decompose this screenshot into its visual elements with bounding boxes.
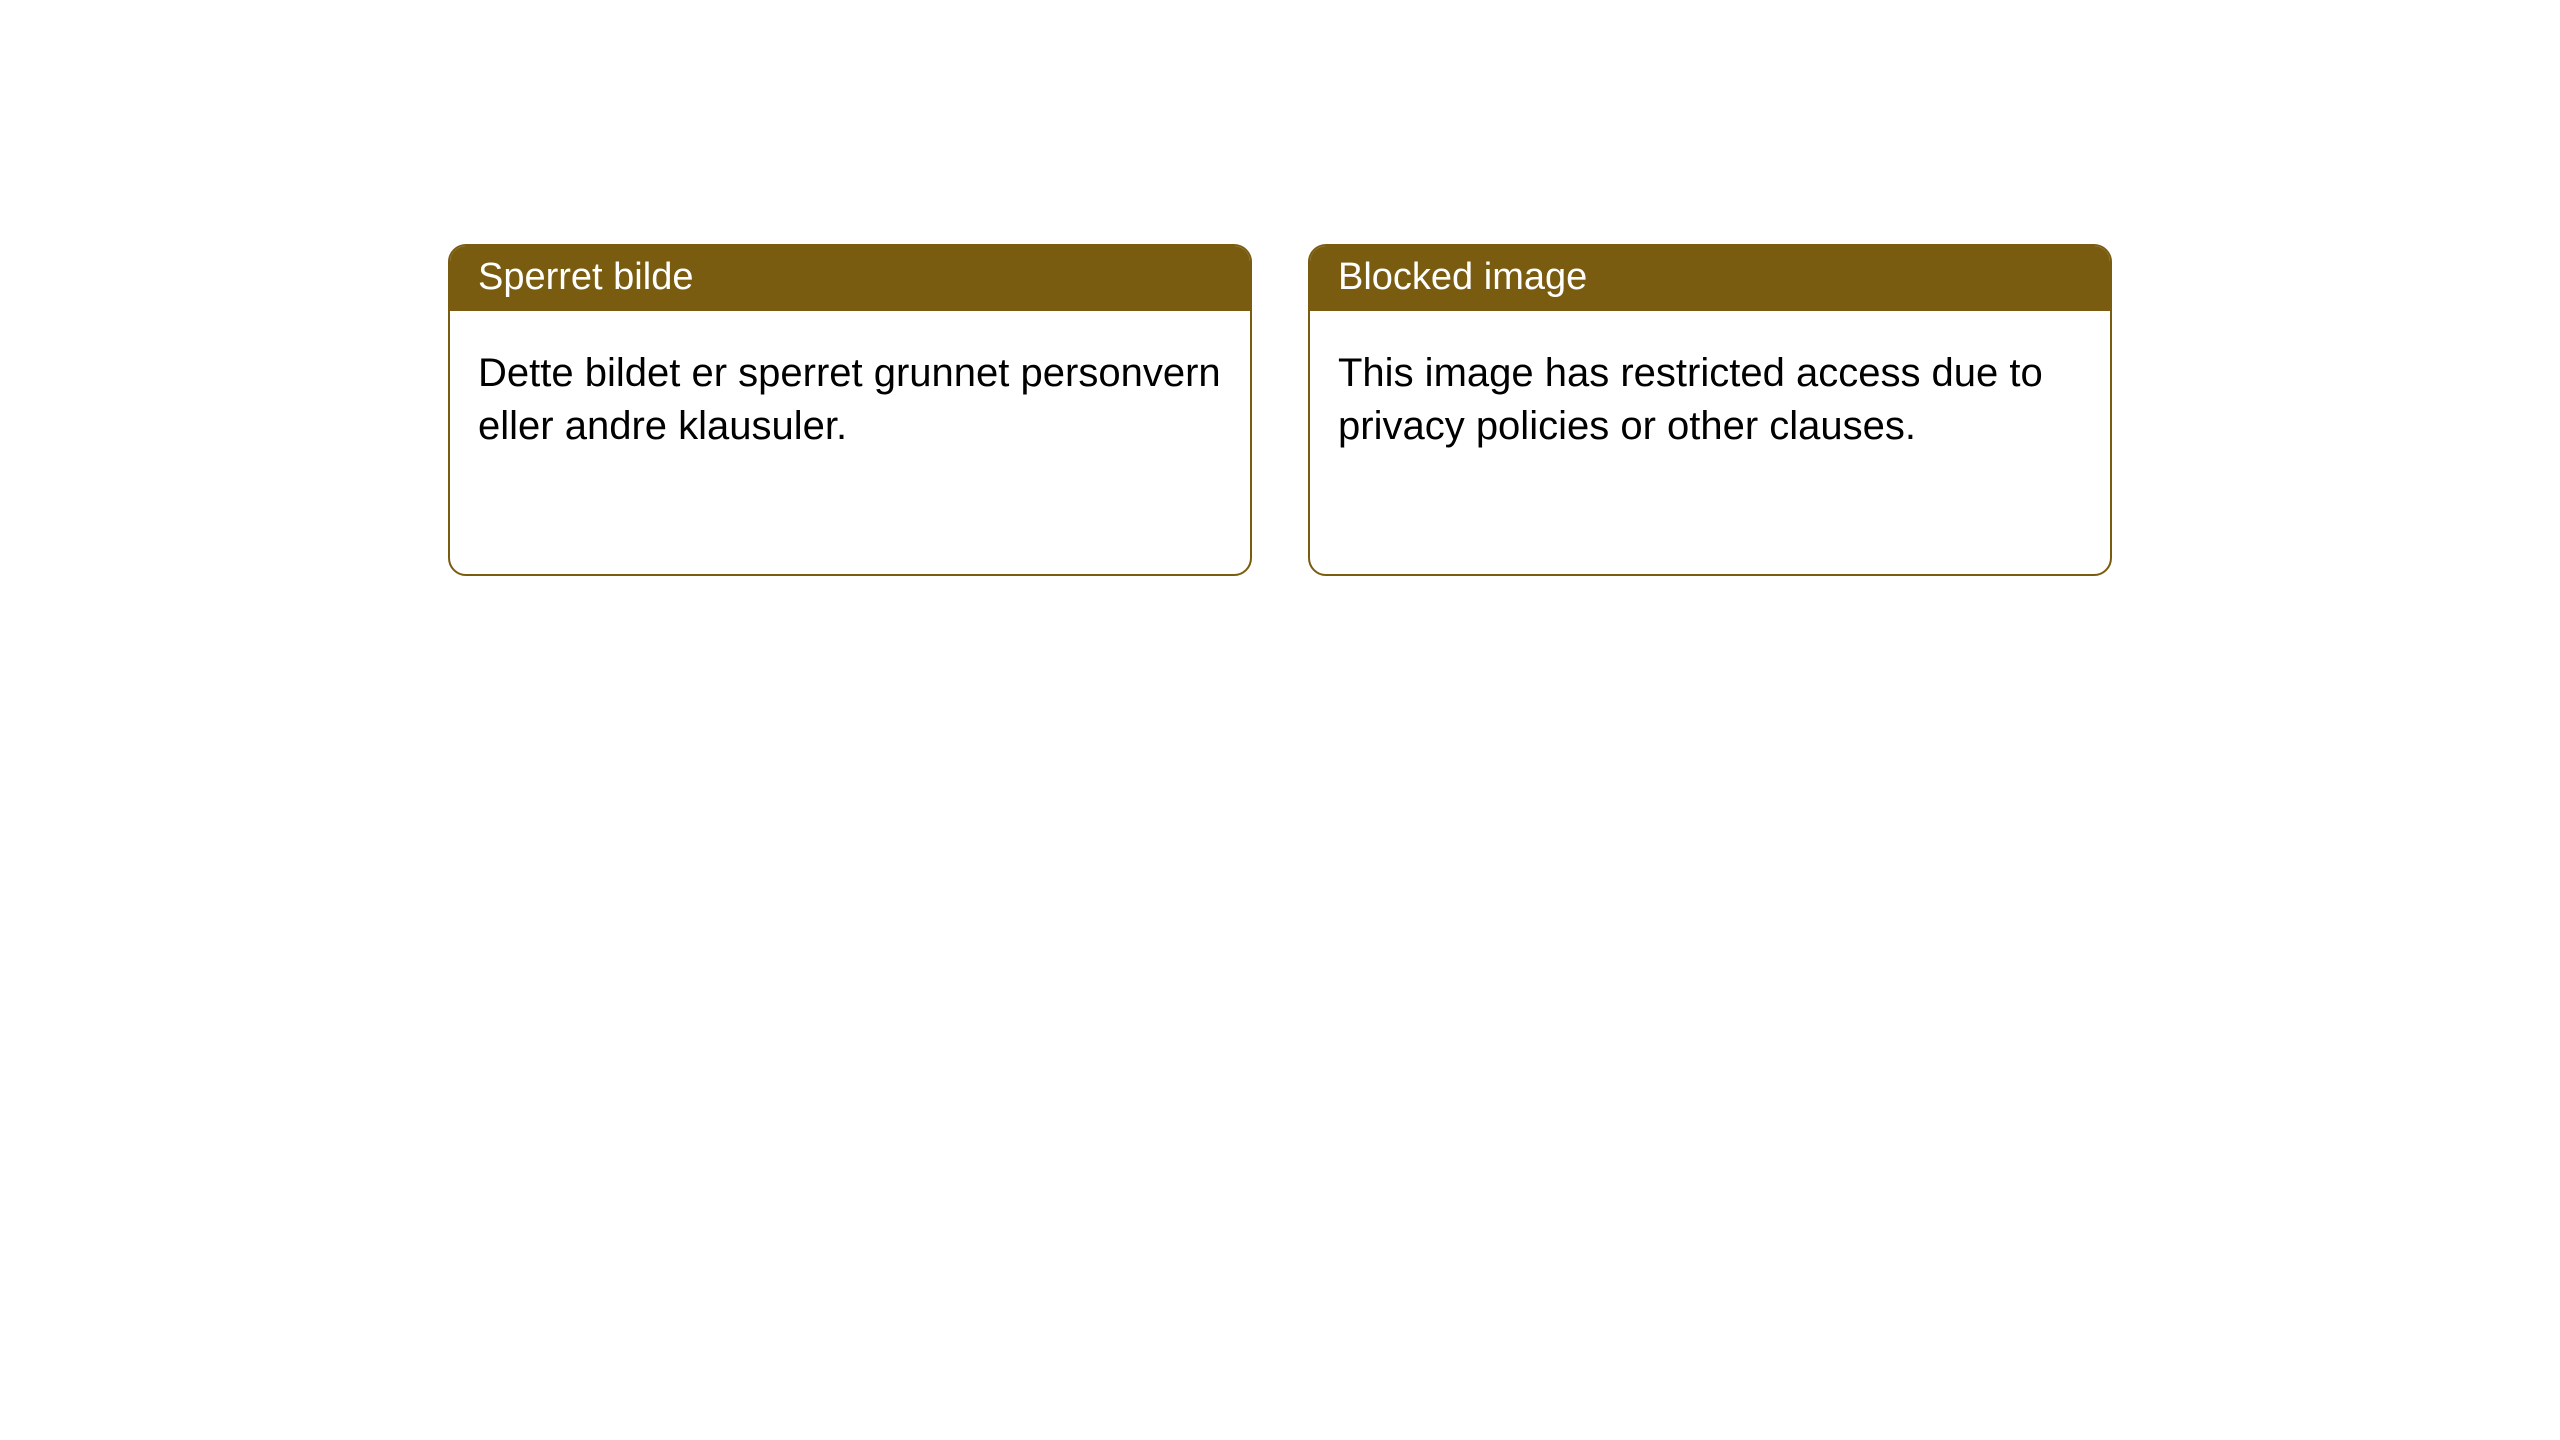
notice-card-norwegian: Sperret bilde Dette bildet er sperret gr… bbox=[448, 244, 1252, 576]
notice-title: Sperret bilde bbox=[450, 246, 1250, 311]
notice-body: This image has restricted access due to … bbox=[1310, 311, 2110, 481]
notice-card-english: Blocked image This image has restricted … bbox=[1308, 244, 2112, 576]
notice-title: Blocked image bbox=[1310, 246, 2110, 311]
notice-body: Dette bildet er sperret grunnet personve… bbox=[450, 311, 1250, 481]
notice-container: Sperret bilde Dette bildet er sperret gr… bbox=[0, 0, 2560, 576]
